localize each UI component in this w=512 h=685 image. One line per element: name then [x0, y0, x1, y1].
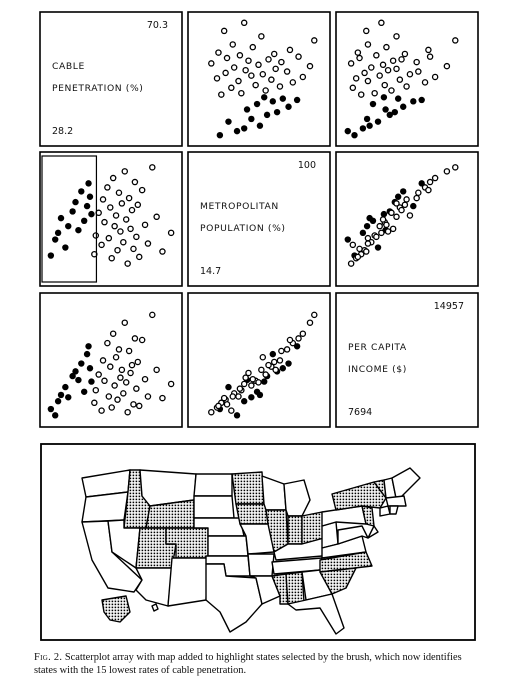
- state-delaware: [368, 526, 378, 538]
- us-state-map: [0, 0, 512, 650]
- figure-caption-text: Scatterplot array with map added to high…: [34, 652, 462, 676]
- state-maine: [392, 468, 420, 498]
- state-north-dakota: [194, 474, 232, 496]
- state-connecticut: [380, 506, 390, 516]
- state-indiana: [288, 516, 302, 544]
- state-rhode-island: [390, 506, 398, 514]
- state-arkansas: [248, 554, 274, 576]
- state-alaska: [102, 596, 130, 622]
- state-wisconsin: [262, 476, 286, 510]
- state-oregon: [82, 492, 128, 522]
- state-iowa: [236, 504, 268, 524]
- state-new-mexico: [168, 558, 208, 606]
- state-kansas: [208, 536, 248, 556]
- state-hawaii: [152, 604, 158, 611]
- figure-label: Fig. 2.: [34, 652, 62, 663]
- state-south-dakota: [194, 496, 234, 518]
- state-michigan: [284, 480, 310, 516]
- state-alabama: [286, 572, 304, 604]
- figure-caption: Fig. 2. Scatterplot array with map added…: [34, 651, 482, 677]
- state-massachusetts: [386, 496, 406, 506]
- state-minnesota: [232, 472, 264, 504]
- state-arizona: [136, 568, 172, 606]
